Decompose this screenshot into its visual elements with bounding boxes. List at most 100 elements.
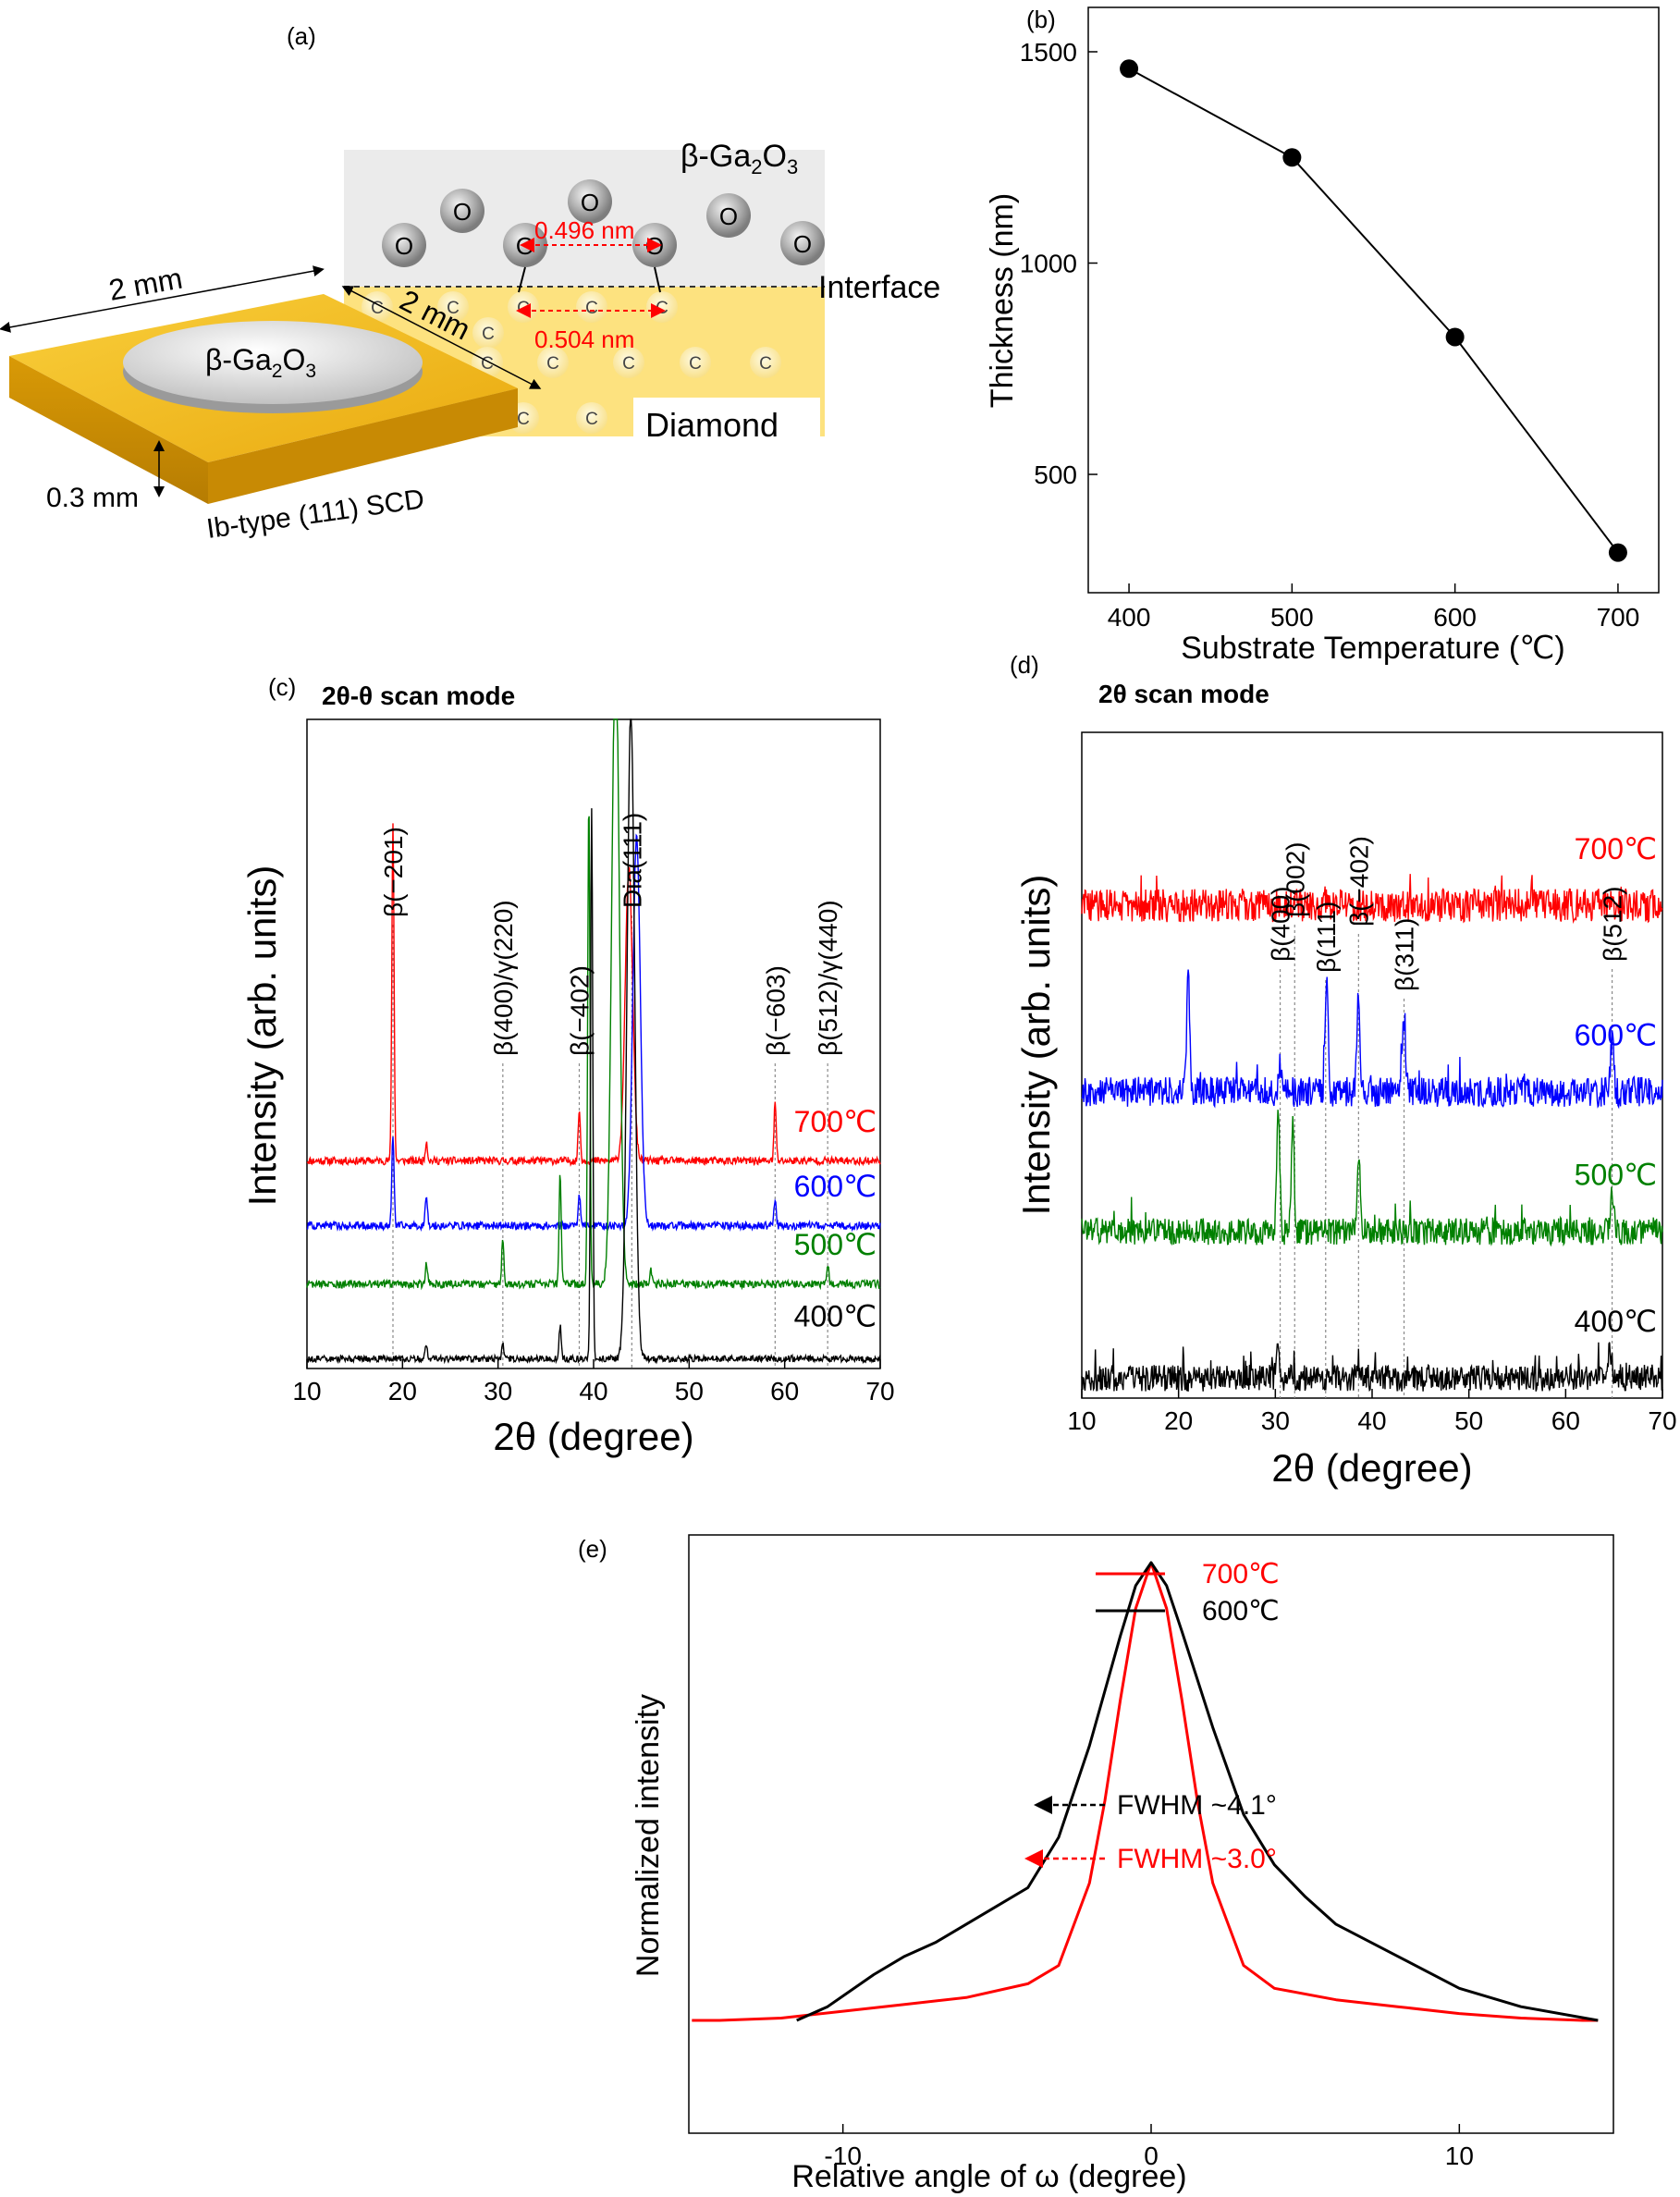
x-tick-label-c-6: 70 <box>865 1377 894 1405</box>
peak-guides-d <box>1279 925 1613 1398</box>
oxygen-atom-label-0: O <box>395 232 413 260</box>
panel-c: (c) 2θ-θ scan mode β(−201)β(400)/γ(220) β… <box>240 673 895 1458</box>
oxygen-atom-label-5: O <box>719 203 738 230</box>
panel-label-c: (c) <box>268 673 296 701</box>
carbon-atom-label-3: C <box>585 299 598 318</box>
thickness-point-0 <box>1120 59 1139 79</box>
x-axis-label-b: Substrate Temperature (℃) <box>1181 631 1565 666</box>
axis-ticks-e: -10 0 10 <box>824 2124 1474 2170</box>
x-axis-label-d: 2θ (degree) <box>1271 1446 1472 1490</box>
panel-label-e: (e) <box>578 1535 607 1563</box>
panel-label-a: (a) <box>287 22 316 50</box>
thickness-line <box>1128 68 1619 554</box>
axis-ticks-c: 10 20 30 40 50 60 70 <box>292 1359 895 1405</box>
y-axis-label-d: Intensity (arb. units) <box>1014 875 1058 1216</box>
oxygen-atom-label-2: O <box>516 232 534 260</box>
x-tick-label-c-5: 60 <box>770 1377 799 1405</box>
series-label-d-2: 500℃ <box>1575 1159 1657 1192</box>
diamond-label: Diamond <box>645 406 779 444</box>
carbon-atom-label-5: C <box>482 325 495 344</box>
film-region-label: β-Ga2O3 <box>681 139 798 178</box>
x-tick-label-b-0: 400 <box>1108 603 1151 632</box>
depth-dim-line <box>341 286 542 389</box>
series-label-c-2: 500℃ <box>794 1228 877 1261</box>
xrd-trace-d-400℃ <box>1081 1342 1663 1393</box>
x-tick-label-b-1: 500 <box>1270 603 1314 632</box>
oxygen-atom-5 <box>706 193 751 238</box>
x-tick-label-d-3: 40 <box>1357 1406 1386 1435</box>
series-labels-d: 700℃ 600℃ 500℃ 400℃ <box>1575 832 1657 1338</box>
data-c <box>306 718 881 1365</box>
carbon-atom-label-4: C <box>656 299 668 318</box>
o-spacing-label: 0.496 nm <box>534 216 634 244</box>
width-dim-line <box>0 265 325 333</box>
xrd-trace-d-700℃ <box>1081 874 1663 925</box>
oxygen-atom-label-3: O <box>581 189 599 216</box>
axis-ticks-d: 10 20 30 40 50 60 70 <box>1067 1389 1677 1435</box>
x-tick-label-e-0: -10 <box>824 2142 861 2170</box>
substrate-right <box>208 388 518 504</box>
peak-label-c-2: β(−402) <box>566 965 595 1056</box>
plot-frame-e <box>688 1534 1614 2134</box>
carbon-atom-label-7: C <box>622 354 635 374</box>
carbon-atom-8 <box>680 347 711 378</box>
x-tick-label-c-3: 40 <box>579 1377 607 1405</box>
x-tick-label-d-5: 60 <box>1551 1406 1580 1435</box>
x-tick-label-c-1: 20 <box>388 1377 417 1405</box>
oxygen-atom-6 <box>780 221 825 265</box>
fwhm-annotations: FWHM ~4.1° FWHM ~3.0° <box>1024 1790 1277 1874</box>
carbon-atom-label-11: C <box>517 410 530 429</box>
y-tick-label-b-1: 1000 <box>1020 250 1077 278</box>
thickness-point-1 <box>1282 148 1302 167</box>
panel-label-b: (b) <box>1026 6 1056 33</box>
fwhm-label-700: FWHM ~3.0° <box>1117 1844 1277 1874</box>
carbon-atom-label-8: C <box>689 354 702 374</box>
fwhm-label-600: FWHM ~4.1° <box>1117 1790 1277 1821</box>
series-labels-c: 700℃ 600℃ 500℃ 400℃ <box>794 1105 877 1333</box>
series-label-d-0: 700℃ <box>1575 832 1657 865</box>
legend-e: 700℃ 600℃ <box>1096 1559 1280 1626</box>
axis-ticks-b: 400 500 600 700 500 1000 1500 <box>1020 38 1640 632</box>
y-tick-label-b-2: 1500 <box>1020 38 1077 67</box>
thickness-dim-label: 0.3 mm <box>46 483 139 513</box>
y-axis-label-c: Intensity (arb. units) <box>240 865 284 1207</box>
peak-labels-c: β(−201) β(400)/γ(220) β(−402) Dia(111) β(−60… <box>379 813 842 1056</box>
x-tick-label-e-2: 10 <box>1445 2142 1474 2170</box>
c-spacing-label: 0.504 nm <box>534 325 634 353</box>
carbon-atom-12 <box>576 402 607 434</box>
peak-label-d-0: β(400) <box>1267 887 1295 962</box>
interface-label: Interface <box>818 270 940 305</box>
chart-title-d: 2θ scan mode <box>1098 680 1269 708</box>
oxygen-atom-3 <box>568 179 612 224</box>
carbon-atom-7 <box>613 347 644 378</box>
peak-label-c-5: β(512)/γ(440) <box>814 900 842 1056</box>
x-tick-label-b-2: 600 <box>1433 603 1477 632</box>
carbon-atom-label-12: C <box>585 410 598 429</box>
thickness-point-3 <box>1608 543 1627 562</box>
series-label-d-3: 400℃ <box>1575 1305 1657 1338</box>
oxygen-atom-1 <box>440 189 484 233</box>
x-tick-label-d-6: 70 <box>1648 1406 1676 1435</box>
series-label-c-1: 600℃ <box>794 1170 877 1203</box>
peak-label-c-4: β(−603) <box>761 965 790 1056</box>
peak-label-c-1: β(400)/γ(220) <box>489 900 518 1056</box>
oxygen-atom-0 <box>382 223 426 267</box>
peak-labels-d: β(400)β(002)β(111)β(−402) β(311) β(512) <box>1267 836 1627 991</box>
film-disk-label: β-Ga2O3 <box>205 343 316 382</box>
x-tick-label-d-0: 10 <box>1067 1406 1096 1435</box>
peak-label-c-0: β(−201) <box>379 827 408 917</box>
carbon-atom-6 <box>537 347 569 378</box>
series-label-c-3: 400℃ <box>794 1299 877 1332</box>
xrd-trace-d-600℃ <box>1081 969 1663 1110</box>
thickness-point-2 <box>1445 327 1465 347</box>
peak-label-d-4: β(311) <box>1391 918 1419 991</box>
x-axis-label-e: Relative angle of ω (degree) <box>791 2159 1186 2194</box>
peak-label-d-2: β(111) <box>1312 902 1341 973</box>
x-tick-label-b-3: 700 <box>1597 603 1640 632</box>
panel-label-d: (d) <box>1010 651 1039 679</box>
oxygen-atom-label-6: O <box>793 230 812 258</box>
x-tick-label-d-1: 20 <box>1164 1406 1193 1435</box>
x-tick-label-d-4: 50 <box>1454 1406 1483 1435</box>
